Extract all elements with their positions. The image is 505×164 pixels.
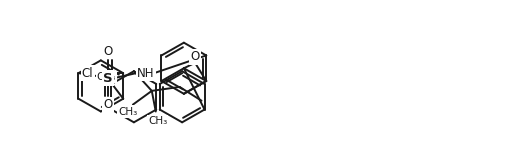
Text: O: O xyxy=(104,98,113,111)
Text: S: S xyxy=(103,72,113,85)
Text: CH₃: CH₃ xyxy=(148,116,167,126)
Text: O: O xyxy=(190,51,199,63)
Text: CH₃: CH₃ xyxy=(118,106,137,116)
Text: CH₃: CH₃ xyxy=(96,72,116,82)
Text: O: O xyxy=(104,45,113,58)
Text: Cl: Cl xyxy=(82,67,93,80)
Text: NH: NH xyxy=(137,67,155,80)
